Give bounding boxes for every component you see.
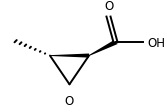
Polygon shape	[89, 41, 118, 56]
Polygon shape	[50, 54, 89, 58]
Text: O: O	[104, 0, 113, 13]
Text: OH: OH	[147, 36, 165, 49]
Text: O: O	[65, 94, 74, 107]
